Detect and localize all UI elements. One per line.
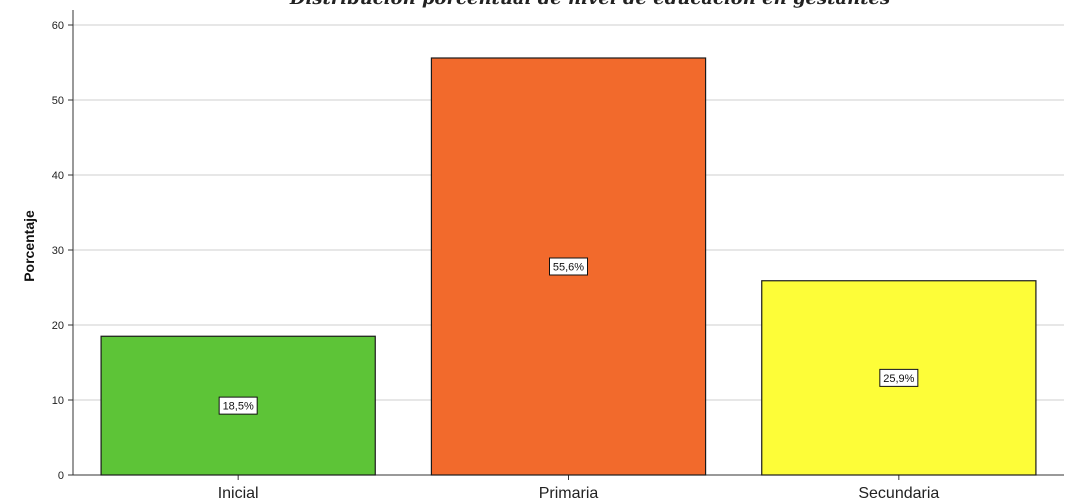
chart-title: Distribución porcentual de nivel de educ… (289, 0, 890, 9)
y-tick-label: 30 (52, 245, 64, 257)
y-tick-label: 0 (58, 470, 64, 482)
y-tick-label: 40 (52, 170, 64, 182)
y-tick-label: 10 (52, 395, 64, 407)
label-layer: 18,5% 55,6% 25,9% (218, 257, 919, 415)
y-tick-label: 50 (52, 95, 64, 107)
data-label-box (218, 396, 258, 415)
y-tick-label: 20 (52, 320, 64, 332)
data-label: 25,9% (883, 373, 914, 385)
x-tick-label: Inicial (218, 485, 259, 501)
data-label: 55,6% (553, 262, 584, 274)
data-label: 18,5% (223, 401, 254, 413)
y-tick-label: 60 (52, 20, 64, 32)
x-tick-label: Secundaria (858, 485, 939, 501)
x-tick-label: Primaria (539, 485, 599, 501)
data-label-box (879, 368, 919, 387)
data-label-box (549, 257, 588, 276)
y-axis-label: Porcentaje (21, 210, 37, 282)
